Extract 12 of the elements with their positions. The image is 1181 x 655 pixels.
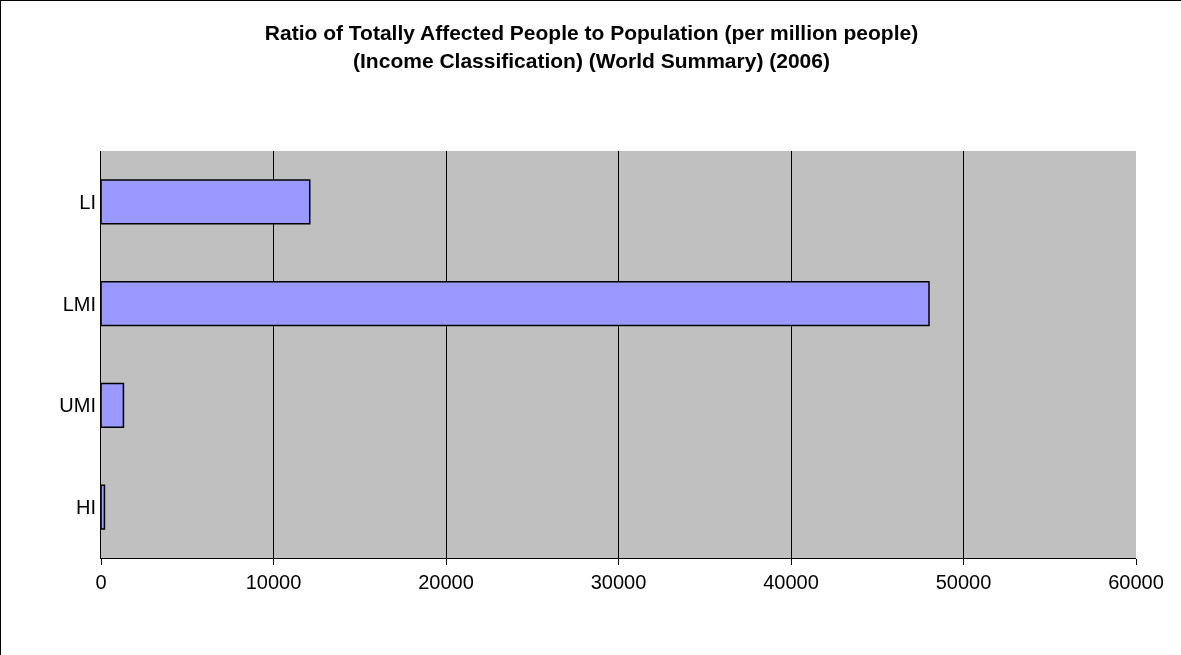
x-tick-label: 0	[95, 571, 107, 593]
x-tick-label: 40000	[763, 571, 819, 593]
x-tick-label: 60000	[1108, 571, 1164, 593]
y-tick-label: LI	[79, 190, 96, 213]
x-tick-label: 30000	[590, 571, 647, 593]
x-tick-label: 20000	[418, 571, 474, 593]
y-tick-label: UMI	[59, 394, 96, 417]
y-tick-label: HI	[76, 496, 96, 519]
x-tick-label: 50000	[935, 571, 992, 593]
chart-title: Ratio of Totally Affected People to Population (per million people) (Income Classification) (World Summary) (2006)	[264, 21, 919, 72]
y-tick-label: LMI	[62, 292, 96, 315]
x-tick-label: 10000	[245, 571, 302, 593]
